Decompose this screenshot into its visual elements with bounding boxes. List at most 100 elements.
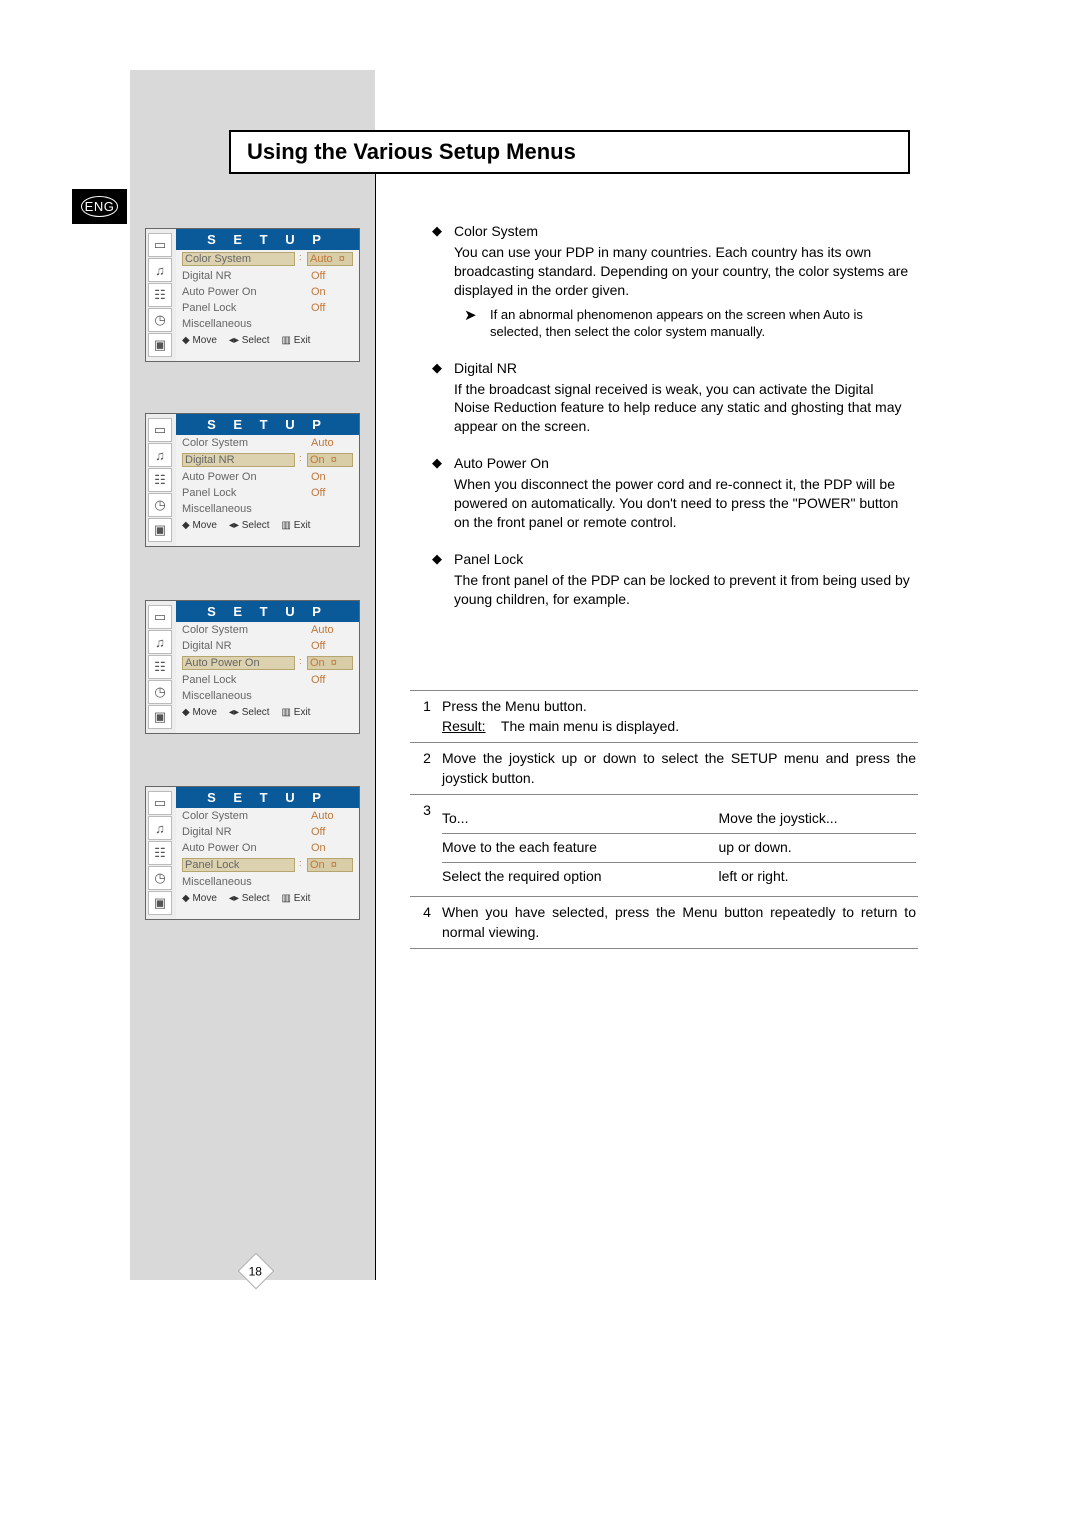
menu-value <box>311 503 353 515</box>
select-hint: ◂▸ Select <box>229 893 270 904</box>
bullet-text: You can use your PDP in many countries. … <box>454 243 912 300</box>
menu-row: Digital NR Off <box>176 638 359 654</box>
sub-note: ➤ If an abnormal phenomenon appears on t… <box>464 306 912 341</box>
bullet-title: Auto Power On <box>454 454 912 473</box>
menu-value: On ¤ <box>307 858 353 872</box>
menu-row: Miscellaneous <box>176 316 359 332</box>
menu-footer: ◆ Move ◂▸ Select ▥ Exit <box>176 890 359 907</box>
category-icon: ♫ <box>148 443 172 467</box>
menu-value: Off <box>311 487 353 499</box>
select-hint: ◂▸ Select <box>229 335 270 346</box>
menu-header: S E T U P <box>176 229 359 250</box>
category-icon: ◷ <box>148 493 172 517</box>
menu-label: Miscellaneous <box>182 690 303 702</box>
menu-value: On <box>311 842 353 854</box>
step-row: 3 To... Move the joystick... Move to the… <box>410 795 918 897</box>
select-hint: ◂▸ Select <box>229 707 270 718</box>
bullet-item: ◆ Color System You can use your PDP in m… <box>432 222 912 341</box>
menu-label: Digital NR <box>182 640 303 652</box>
menu-row: Color System Auto <box>176 622 359 638</box>
step-text: Press the Menu button. <box>442 698 587 714</box>
vertical-divider <box>375 174 376 1280</box>
menu-label: Panel Lock <box>182 858 295 872</box>
menu-footer: ◆ Move ◂▸ Select ▥ Exit <box>176 704 359 721</box>
menu-label: Panel Lock <box>182 674 303 686</box>
description-column: ◆ Color System You can use your PDP in m… <box>432 222 912 626</box>
menu-header: S E T U P <box>176 601 359 622</box>
result-text: The main menu is displayed. <box>501 718 679 734</box>
bullet-title: Panel Lock <box>454 550 912 569</box>
step-text: Move the joystick up or down to select t… <box>442 749 916 788</box>
menu-value: Off <box>311 270 353 282</box>
setup-menu-screenshot: ▭♫☷◷▣ S E T U P Color System Auto Digita… <box>145 600 360 734</box>
cell: Move to the each feature <box>442 838 719 858</box>
menu-label: Digital NR <box>182 826 303 838</box>
step-number: 1 <box>412 697 442 736</box>
step-row: 1 Press the Menu button. Result: The mai… <box>410 691 918 743</box>
menu-value: On <box>311 286 353 298</box>
result-label: Result: <box>442 718 486 734</box>
exit-hint: ▥ Exit <box>282 520 311 531</box>
menu-label: Color System <box>182 624 303 636</box>
category-icon: ▣ <box>148 333 172 357</box>
menu-row: Digital NR Off <box>176 824 359 840</box>
bullet-text: If the broadcast signal received is weak… <box>454 380 912 437</box>
bullet-title: Color System <box>454 222 912 241</box>
bullet-title: Digital NR <box>454 359 912 378</box>
menu-row: Color System Auto <box>176 435 359 451</box>
menu-footer: ◆ Move ◂▸ Select ▥ Exit <box>176 332 359 349</box>
menu-value <box>311 690 353 702</box>
bullet-text: When you disconnect the power cord and r… <box>454 475 912 532</box>
icon-column: ▭♫☷◷▣ <box>146 787 176 919</box>
select-hint: ◂▸ Select <box>229 520 270 531</box>
step-number: 2 <box>412 749 442 788</box>
menu-value: Off <box>311 640 353 652</box>
menu-row: Miscellaneous <box>176 874 359 890</box>
language-badge: ENG <box>72 189 127 224</box>
menu-value: Off <box>311 674 353 686</box>
menu-value: Auto <box>311 810 353 822</box>
menu-value: Off <box>311 826 353 838</box>
menu-label: Color System <box>182 252 295 266</box>
icon-column: ▭♫☷◷▣ <box>146 601 176 733</box>
note-text: If an abnormal phenomenon appears on the… <box>490 306 912 341</box>
menu-value: Auto ¤ <box>307 252 353 266</box>
menu-value: On ¤ <box>307 453 353 467</box>
menu-label: Auto Power On <box>182 471 303 483</box>
category-icon: ▣ <box>148 518 172 542</box>
bullet-item: ◆ Panel Lock The front panel of the PDP … <box>432 550 912 609</box>
menu-label: Digital NR <box>182 270 303 282</box>
category-icon: ☷ <box>148 655 172 679</box>
menu-row: Miscellaneous <box>176 501 359 517</box>
diamond-icon: ◆ <box>432 222 454 341</box>
step-number: 3 <box>412 801 442 890</box>
menu-value: Auto <box>311 437 353 449</box>
category-icon: ▭ <box>148 791 172 815</box>
move-hint: ◆ Move <box>182 520 217 531</box>
category-icon: ♫ <box>148 816 172 840</box>
menu-value: Off <box>311 302 353 314</box>
step-row: 4 When you have selected, press the Menu… <box>410 897 918 949</box>
badge-text: ENG <box>81 196 119 217</box>
menu-label: Digital NR <box>182 453 295 467</box>
bullet-item: ◆ Digital NR If the broadcast signal rec… <box>432 359 912 437</box>
menu-row: Digital NR :On ¤ <box>176 451 359 469</box>
cell: up or down. <box>719 838 917 858</box>
category-icon: ▣ <box>148 705 172 729</box>
category-icon: ☷ <box>148 468 172 492</box>
category-icon: ◷ <box>148 866 172 890</box>
category-icon: ◷ <box>148 680 172 704</box>
menu-label: Miscellaneous <box>182 876 303 888</box>
move-hint: ◆ Move <box>182 335 217 346</box>
menu-value <box>311 876 353 888</box>
step-number: 4 <box>412 903 442 942</box>
icon-column: ▭♫☷◷▣ <box>146 229 176 361</box>
diamond-icon: ◆ <box>432 454 454 532</box>
menu-row: Miscellaneous <box>176 688 359 704</box>
category-icon: ▭ <box>148 418 172 442</box>
move-hint: ◆ Move <box>182 893 217 904</box>
menu-row: Digital NR Off <box>176 268 359 284</box>
category-icon: ▣ <box>148 891 172 915</box>
title-box: Using the Various Setup Menus <box>229 130 910 174</box>
menu-label: Panel Lock <box>182 487 303 499</box>
